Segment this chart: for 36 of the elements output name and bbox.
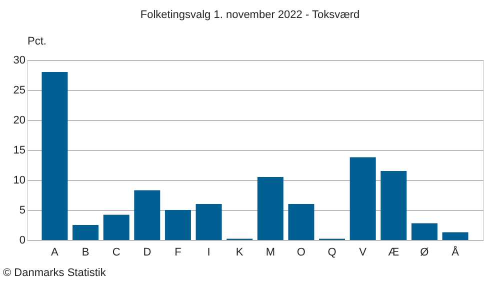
bar [134, 190, 160, 240]
x-tick-label: Å [452, 246, 460, 258]
x-tick-label: D [143, 246, 152, 258]
y-tick-label: 0 [19, 234, 26, 246]
x-tick-label: C [112, 246, 120, 258]
x-tick-label: Q [328, 246, 337, 258]
x-tick-label: K [236, 246, 244, 258]
bar [288, 204, 314, 240]
bar [72, 225, 99, 240]
y-tick-label: 20 [13, 114, 26, 126]
x-tick-label: F [174, 246, 182, 258]
x-tick-label: B [82, 246, 90, 258]
x-tick-label: I [207, 246, 210, 258]
x-tick-label: O [296, 246, 306, 258]
text: © Danmarks Statistik [3, 267, 106, 279]
bar [196, 204, 222, 240]
bar [257, 177, 284, 240]
bar [411, 223, 438, 240]
y-tick-label: 25 [13, 84, 26, 96]
x-tick-label: V [359, 246, 368, 258]
y-tick-label: 15 [13, 144, 26, 156]
y-tick-label: 30 [13, 54, 26, 66]
bar [442, 232, 468, 240]
bar [42, 72, 68, 240]
bar [380, 171, 407, 240]
bar [350, 157, 376, 240]
y-tick-label: 10 [13, 174, 26, 186]
x-tick-label: M [266, 246, 275, 258]
x-tick-label: Æ [388, 246, 400, 258]
y-axis-title: Pct. [28, 36, 46, 48]
x-tick-label: A [51, 246, 60, 258]
x-tick-label: Ø [420, 246, 430, 258]
bar [164, 210, 191, 240]
y-tick-label: 5 [19, 204, 26, 216]
bar [103, 214, 130, 240]
chart-title: Folketingsvalg 1. november 2022 - Toksværd [140, 9, 360, 21]
